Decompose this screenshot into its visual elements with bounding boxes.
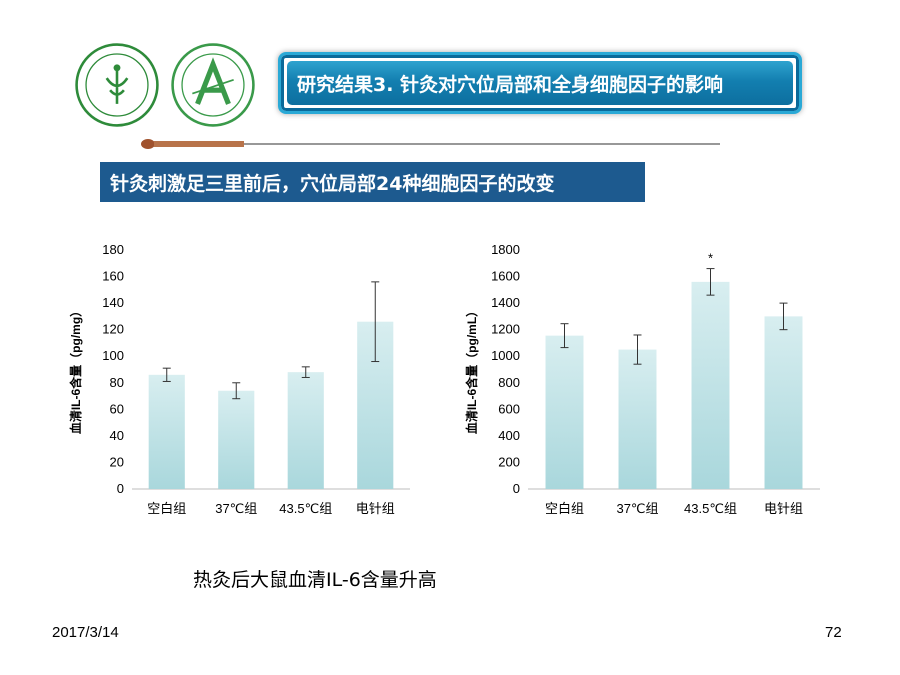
bar	[148, 374, 185, 489]
y-tick-label: 0	[513, 481, 520, 496]
y-tick-label: 140	[102, 295, 124, 310]
y-tick-label: 200	[498, 454, 520, 469]
y-axis-label: 血清IL-6含量（pg/mL）	[464, 305, 479, 434]
acupuncture-institute-emblem-icon	[170, 42, 256, 128]
x-tick-label: 43.5℃组	[684, 501, 737, 516]
y-tick-label: 1600	[491, 269, 520, 284]
right-bar-chart: 0 200 400 600 800 1000 1200 1400 1600 1800 血清IL-6含…	[452, 235, 832, 525]
x-tick-label: 37℃组	[616, 501, 658, 516]
y-tick-label: 1400	[491, 295, 520, 310]
y-tick-label: 1000	[491, 348, 520, 363]
bar	[691, 281, 730, 489]
bar	[218, 390, 255, 489]
title-banner: 研究结果3. 针灸对穴位局部和全身细胞因子的影响	[278, 52, 802, 114]
y-tick-label: 80	[110, 375, 124, 390]
significance-marker: *	[708, 251, 713, 266]
y-tick-label: 20	[110, 454, 124, 469]
y-tick-label: 600	[498, 401, 520, 416]
left-bar-chart: 0 20 40 60 80 100 120 140 160 180 血清IL-6含量（pg/mg） 空…	[68, 235, 430, 525]
x-tick-label: 43.5℃组	[279, 501, 332, 516]
y-tick-label: 100	[102, 348, 124, 363]
needle-divider-icon	[140, 136, 720, 150]
x-tick-label: 空白组	[545, 501, 584, 516]
y-tick-label: 1800	[491, 242, 520, 257]
bar	[618, 349, 657, 489]
y-axis-label: 血清IL-6含量（pg/mg）	[68, 305, 83, 434]
y-tick-label: 60	[110, 401, 124, 416]
y-tick-label: 400	[498, 428, 520, 443]
section-subtitle: 针灸刺激足三里前后，穴位局部24种细胞因子的改变	[100, 162, 645, 202]
x-tick-label: 37℃组	[215, 501, 257, 516]
x-tick-label: 电针组	[764, 501, 803, 516]
y-tick-label: 180	[102, 242, 124, 257]
y-tick-label: 40	[110, 428, 124, 443]
y-tick-label: 160	[102, 269, 124, 284]
bar	[545, 335, 584, 489]
figure-caption: 热灸后大鼠血清IL-6含量升高	[193, 569, 437, 591]
page-number: 72	[825, 624, 842, 641]
x-tick-label: 电针组	[356, 501, 395, 516]
bar	[764, 316, 803, 489]
footer-date: 2017/3/14	[52, 624, 119, 641]
y-tick-label: 800	[498, 375, 520, 390]
y-tick-label: 0	[117, 481, 124, 496]
y-tick-label: 120	[102, 322, 124, 337]
academy-emblem-icon	[74, 42, 160, 128]
x-tick-label: 空白组	[147, 501, 186, 516]
page-title: 研究结果3. 针灸对穴位局部和全身细胞因子的影响	[287, 61, 793, 105]
bar	[287, 372, 324, 489]
y-tick-label: 1200	[491, 322, 520, 337]
